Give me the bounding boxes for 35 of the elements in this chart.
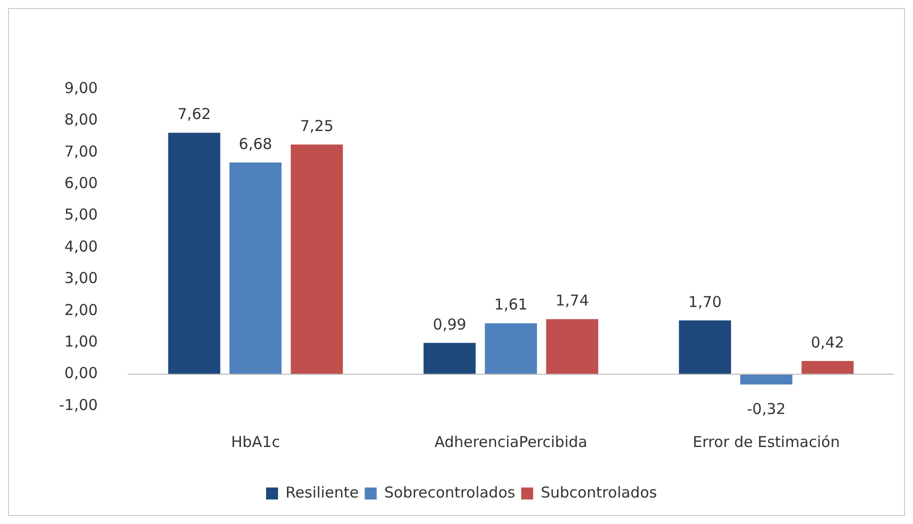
y-tick-label: 3,00	[64, 269, 98, 288]
data-label: 1,74	[555, 292, 589, 310]
bar	[229, 162, 282, 374]
bar	[424, 342, 476, 374]
data-label: 1,70	[688, 292, 722, 311]
bar	[740, 374, 792, 384]
data-label: 7,25	[300, 116, 334, 135]
x-tick-label: Error de Estimación	[692, 432, 840, 451]
bar	[546, 319, 598, 374]
legend-label: Subcontrolados	[540, 483, 658, 502]
data-label: 1,61	[494, 296, 528, 314]
data-label: -0,32	[746, 400, 786, 418]
bar	[290, 144, 343, 374]
y-tick-label: 9,00	[64, 78, 98, 97]
y-tick-label: 2,00	[64, 300, 98, 319]
data-label: 6,68	[238, 134, 272, 153]
legend-label: Resiliente	[286, 483, 359, 502]
y-tick-label: 5,00	[64, 206, 98, 224]
bar	[484, 323, 537, 374]
y-tick-label: 1,00	[64, 332, 98, 350]
legend-label: Sobrecontrolados	[384, 483, 516, 502]
data-label: 0,99	[432, 315, 466, 334]
y-tick-label: 0,00	[64, 364, 98, 382]
bar	[678, 320, 732, 374]
y-tick-label: -1,00	[59, 396, 98, 414]
data-label: 0,42	[810, 333, 844, 352]
x-tick-label: AdherenciaPercibida	[434, 432, 588, 451]
data-label: 7,62	[178, 105, 211, 124]
y-tick-label: 8,00	[64, 110, 98, 129]
bar	[168, 132, 220, 374]
bar	[802, 360, 854, 374]
x-tick-label: HbA1c	[231, 432, 280, 451]
y-tick-label: 6,00	[64, 174, 98, 192]
y-tick-label: 7,00	[64, 142, 98, 160]
y-tick-label: 4,00	[64, 237, 98, 256]
